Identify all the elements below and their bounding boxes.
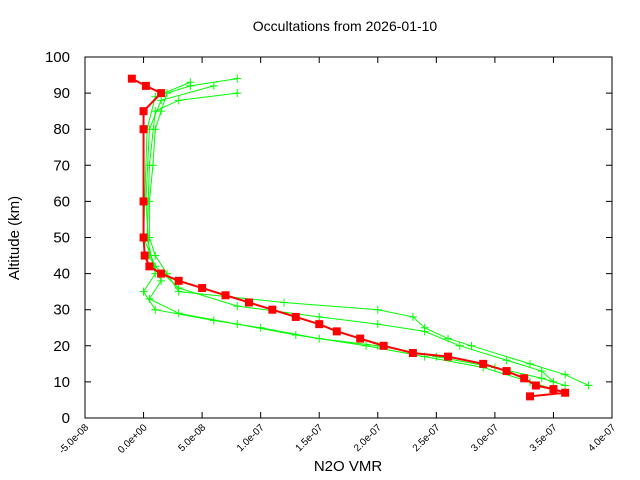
y-tick-label: 70 — [53, 157, 70, 174]
data-point — [408, 312, 417, 321]
data-point — [127, 74, 136, 83]
data-point — [174, 309, 183, 318]
data-point — [157, 89, 166, 98]
data-point — [198, 284, 207, 293]
data-point — [174, 96, 183, 105]
data-point — [379, 341, 388, 350]
y-tick-label: 100 — [45, 49, 70, 66]
data-point — [531, 381, 540, 390]
y-tick-label: 60 — [53, 193, 70, 210]
data-point — [145, 294, 154, 303]
data-point — [157, 96, 166, 105]
data-point — [233, 302, 242, 311]
data-point — [584, 381, 593, 390]
data-point — [145, 262, 154, 271]
data-point — [209, 81, 218, 90]
x-tick-label: 5.0e-08 — [176, 422, 208, 454]
data-point — [233, 320, 242, 329]
data-point — [332, 327, 341, 336]
data-point — [280, 298, 289, 307]
x-tick-label: 1.5e-07 — [294, 422, 326, 454]
data-point — [444, 352, 453, 361]
data-point — [139, 233, 148, 242]
y-tick-label: 50 — [53, 230, 70, 247]
data-point — [151, 305, 160, 314]
data-point — [139, 125, 148, 134]
data-point — [549, 377, 558, 386]
data-point — [174, 276, 183, 285]
data-point — [233, 89, 242, 98]
data-point — [186, 78, 195, 87]
data-point — [145, 161, 154, 170]
chart-title: Occultations from 2026-01-10 — [253, 18, 438, 34]
y-tick-label: 0 — [62, 410, 70, 427]
y-tick-label: 90 — [53, 85, 70, 102]
data-point — [157, 269, 166, 278]
data-point — [139, 107, 148, 116]
y-tick-label: 30 — [53, 302, 70, 319]
x-tick-label: 0.0e+00 — [116, 422, 150, 456]
y-tick-label: 40 — [53, 266, 70, 283]
data-point — [526, 392, 535, 401]
data-point — [356, 334, 365, 343]
x-tick-label: 3.0e-07 — [469, 422, 501, 454]
x-tick-label: 3.5e-07 — [528, 422, 560, 454]
data-point — [233, 74, 242, 83]
data-point — [537, 374, 546, 383]
series-line — [145, 85, 554, 390]
data-point — [141, 81, 150, 90]
data-point — [315, 312, 324, 321]
data-point — [561, 370, 570, 379]
x-axis-label: N2O VMR — [314, 458, 383, 475]
series-2 — [141, 81, 558, 394]
data-point — [502, 356, 511, 365]
series-line — [143, 81, 554, 383]
data-point — [291, 330, 300, 339]
data-point — [467, 341, 476, 350]
data-point — [455, 341, 464, 350]
x-tick-label: 2.5e-07 — [411, 422, 443, 454]
x-tick-label: -5.0e-08 — [57, 422, 91, 456]
data-point — [244, 298, 253, 307]
data-point — [537, 367, 546, 376]
series-line — [148, 78, 589, 386]
data-point — [502, 367, 511, 376]
data-point — [408, 349, 417, 358]
data-point — [561, 381, 570, 390]
data-point — [139, 287, 148, 296]
data-point — [520, 374, 529, 383]
data-point — [221, 291, 230, 300]
x-tick-label: 1.0e-07 — [235, 422, 267, 454]
data-point — [526, 359, 535, 368]
x-tick-label: 2.0e-07 — [352, 422, 384, 454]
data-point — [139, 197, 148, 206]
data-point — [420, 327, 429, 336]
y-tick-label: 10 — [53, 374, 70, 391]
data-point — [157, 276, 166, 285]
data-point — [291, 312, 300, 321]
y-axis-label: Altitude (km) — [6, 196, 23, 280]
data-point — [174, 284, 183, 293]
series-line — [131, 77, 566, 398]
y-tick-label: 80 — [53, 121, 70, 138]
series-line — [142, 92, 566, 386]
x-tick-label: 4.0e-07 — [586, 422, 618, 454]
data-point — [268, 305, 277, 314]
data-point — [479, 359, 488, 368]
plot-marks — [127, 74, 593, 401]
data-point — [362, 341, 371, 350]
data-point — [549, 385, 558, 394]
series-4 — [127, 74, 570, 401]
data-point — [140, 251, 149, 260]
y-tick-label: 20 — [53, 338, 70, 355]
data-point — [373, 305, 382, 314]
data-point — [561, 388, 570, 397]
data-point — [315, 320, 324, 329]
data-point — [373, 320, 382, 329]
series-3 — [139, 78, 558, 386]
